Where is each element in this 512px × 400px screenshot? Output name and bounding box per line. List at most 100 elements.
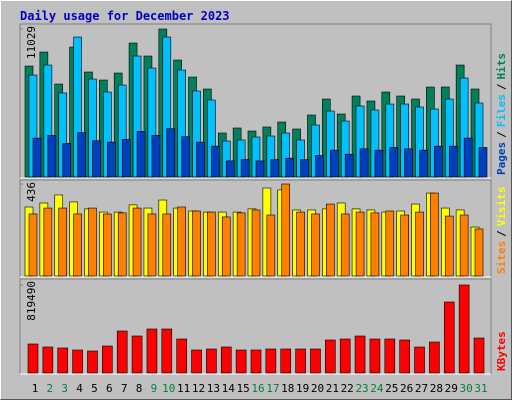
bar [181,136,190,178]
bar [266,214,276,277]
bar [42,346,54,374]
y-tick-label: 819490 [25,281,38,321]
y-tick-label: 436 [25,182,38,202]
legend-entry: Files [495,94,508,127]
legend-separator: / [495,230,508,237]
bar [132,207,142,277]
bar [103,213,112,277]
bar [58,207,68,277]
bar [448,145,458,178]
x-tick-label: 16 [251,382,264,395]
bar [240,159,250,178]
bar [146,328,158,374]
bar [355,211,365,277]
bar [325,339,336,374]
bar [255,160,265,178]
bar [443,301,455,374]
x-tick-label: 7 [121,382,128,395]
bar [92,140,101,178]
bar [344,153,354,178]
bar [384,338,396,374]
bar [62,143,72,178]
x-tick-label: 15 [237,382,250,395]
bar [389,147,399,178]
x-tick-label: 22 [341,382,354,395]
bar [136,131,146,178]
x-tick-label: 25 [385,382,398,395]
bar [236,212,246,277]
bar [430,192,439,277]
x-tick-label: 9 [151,382,158,395]
legend: Pages / Files / Hits [495,53,508,175]
bar [211,145,220,178]
legend: Sites / Visits [495,187,508,275]
bar [47,135,57,178]
bar [444,215,454,277]
bar [121,139,131,178]
bar [116,330,128,374]
bar [250,349,262,374]
bar [473,337,485,374]
bar [107,141,116,178]
bar [147,213,157,277]
legend-entry: KBytes [495,331,508,371]
x-tick-label: 19 [296,382,309,395]
x-tick-label: 12 [192,382,205,395]
bar [369,338,381,374]
bar [88,207,97,277]
bar [221,216,231,277]
bar [419,149,428,178]
bar [311,213,320,277]
bar [87,350,98,374]
bar [72,349,83,374]
x-tick-label: 28 [430,382,443,395]
bar [73,213,82,277]
x-tick-label: 27 [415,382,428,395]
x-tick-label: 8 [136,382,143,395]
y-tick-label: 11029 [25,26,38,59]
bar [161,328,173,374]
bar [32,137,42,178]
x-tick-label: 21 [326,382,339,395]
bar [27,343,39,374]
x-tick-label: 31 [474,382,487,395]
x-tick-label: 1 [32,382,39,395]
bar [330,149,339,178]
bar [131,335,143,374]
legend: KBytes [495,331,508,371]
bar [28,213,38,277]
legend-entry: Sites [495,241,508,274]
bar [192,210,201,277]
x-tick-label: 17 [266,382,279,395]
bar [310,348,321,374]
bar [478,147,488,178]
bar [225,160,235,178]
bar [43,207,53,277]
bar [77,132,86,178]
bar [235,349,247,374]
legend-separator: / [495,83,508,90]
bar [399,339,410,374]
x-tick-label: 5 [91,382,98,395]
bar [463,137,473,178]
bar [300,159,309,178]
bar [281,183,291,277]
bar [166,128,176,178]
legend-entry: Pages [495,142,508,175]
x-tick-label: 13 [207,382,220,395]
x-tick-label: 23 [355,382,368,395]
bar [400,214,409,277]
x-tick-label: 26 [400,382,413,395]
chart-title: Daily usage for December 2023 [20,9,230,23]
bar [404,148,413,178]
x-tick-label: 3 [61,382,68,395]
bar [385,210,395,277]
bar [196,141,205,178]
bar [265,348,277,374]
x-tick-label: 6 [106,382,113,395]
bar [206,348,217,374]
bar [57,347,69,374]
bar [220,346,232,374]
